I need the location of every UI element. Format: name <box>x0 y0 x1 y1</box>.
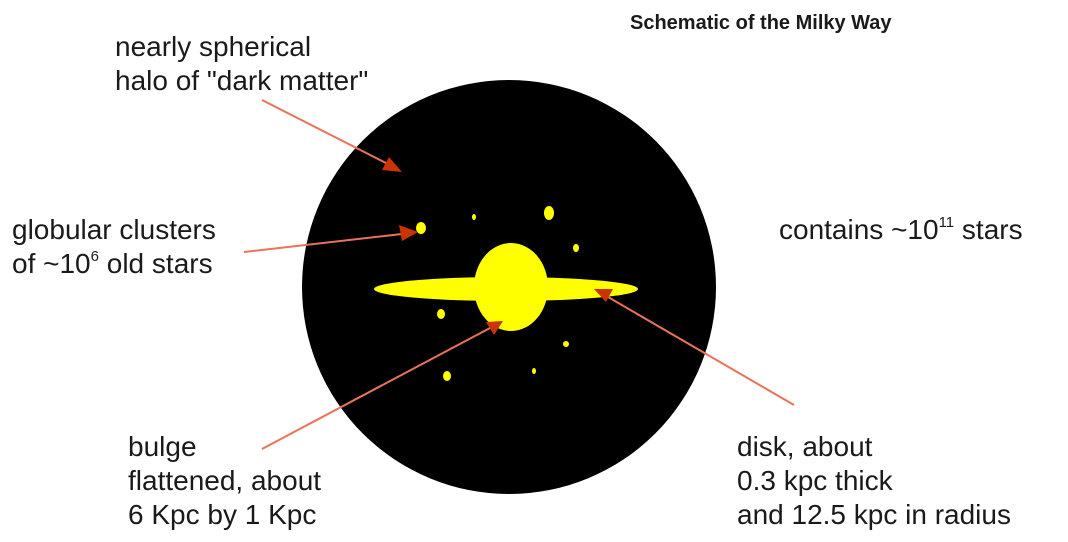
bulge-label-line-2: flattened, about <box>128 465 322 496</box>
globular-label-line-2: of ~106 old stars <box>12 247 213 279</box>
globular-label-line-1: globular clusters <box>12 214 216 245</box>
globular-cluster <box>532 368 536 374</box>
globular-clusters-label: globular clusters of ~106 old stars <box>12 213 216 281</box>
galactic-bulge <box>474 243 548 331</box>
disk-label-line-2: 0.3 kpc thick <box>737 465 893 496</box>
globular-cluster <box>472 214 476 220</box>
disk-label: disk, about 0.3 kpc thick and 12.5 kpc i… <box>737 430 1011 532</box>
globular-cluster <box>416 222 426 234</box>
disk-label-line-3: and 12.5 kpc in radius <box>737 499 1011 530</box>
bulge-pointer-arrow <box>261 321 503 450</box>
globular-cluster <box>544 206 554 220</box>
bulge-label: bulge flattened, about 6 Kpc by 1 Kpc <box>128 430 321 532</box>
bulge-label-line-3: 6 Kpc by 1 Kpc <box>128 499 317 530</box>
globular-cluster <box>563 341 569 347</box>
star-count-label: contains ~1011 stars <box>779 213 1023 245</box>
disk-label-line-1: disk, about <box>737 431 873 462</box>
globular-cluster <box>443 371 451 381</box>
globular-cluster <box>437 309 445 319</box>
halo-label: nearly spherical halo of "dark matter" <box>115 30 368 98</box>
halo-label-line-2: halo of "dark matter" <box>115 65 369 96</box>
disk-pointer-arrow <box>594 289 795 406</box>
globular-cluster <box>573 244 579 252</box>
bulge-label-line-1: bulge <box>128 431 197 462</box>
globular-pointer-arrow <box>243 225 418 253</box>
diagram-title: Schematic of the Milky Way <box>630 12 892 34</box>
halo-pointer-arrow <box>261 99 402 172</box>
halo-label-line-1: nearly spherical <box>115 31 312 62</box>
